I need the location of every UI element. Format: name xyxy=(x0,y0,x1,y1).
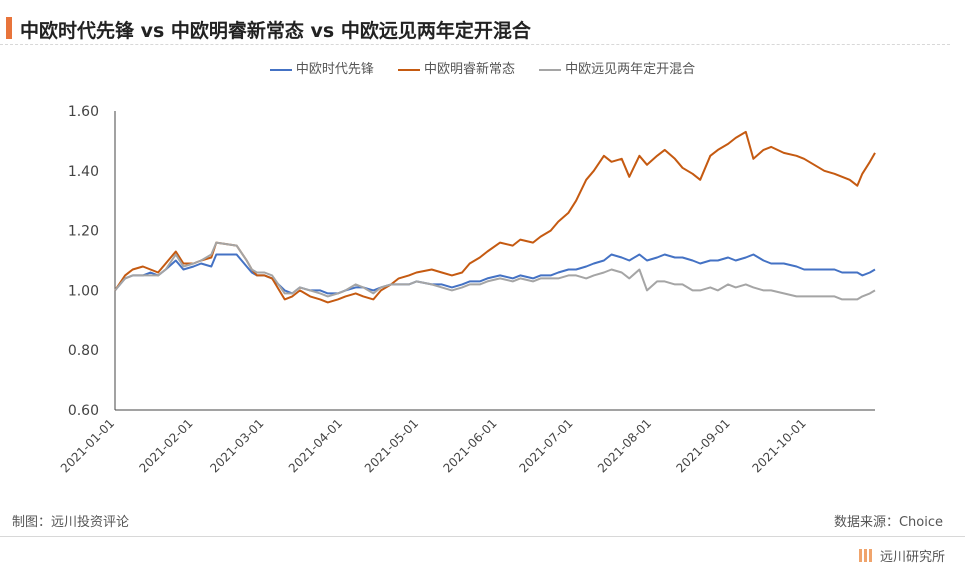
title-divider xyxy=(0,44,950,45)
title-bar: 中欧时代先锋 vs 中欧明睿新常态 vs 中欧远见两年定开混合 xyxy=(0,10,965,42)
brand-logo-icon xyxy=(858,549,874,566)
series-line-3 xyxy=(114,241,876,301)
x-tick-label: 2021-07-01 xyxy=(516,416,575,475)
x-tick-label: 2021-01-01 xyxy=(58,416,117,475)
y-tick-label: 1.20 xyxy=(68,224,99,240)
legend-item-2: 中欧明睿新常态 xyxy=(397,58,515,77)
data-source: 数据来源：Choice xyxy=(833,515,943,530)
legend-label-1: 中欧时代先锋 xyxy=(295,62,374,77)
y-tick-label: 0.80 xyxy=(68,343,99,359)
chart-title: 中欧时代先锋 vs 中欧明睿新常态 vs 中欧远见两年定开混合 xyxy=(20,20,531,42)
x-tick-label: 2021-06-01 xyxy=(440,416,499,475)
title-accent-bar xyxy=(6,17,12,39)
legend-item-1: 中欧时代先锋 xyxy=(269,58,374,77)
footer-divider xyxy=(0,536,965,537)
legend-item-3: 中欧远见两年定开混合 xyxy=(539,58,695,77)
legend-swatch-3 xyxy=(539,68,562,71)
legend-swatch-1 xyxy=(269,68,292,71)
x-tick-label: 2021-04-01 xyxy=(286,416,345,475)
y-tick-label: 1.60 xyxy=(68,104,99,120)
legend-label-3: 中欧远见两年定开混合 xyxy=(565,62,696,77)
x-tick-label: 2021-05-01 xyxy=(362,416,421,475)
series-line-1 xyxy=(114,253,876,295)
x-tick-label: 2021-09-01 xyxy=(674,416,733,475)
x-tick-label: 2021-03-01 xyxy=(207,416,266,475)
y-tick-label: 1.00 xyxy=(68,283,99,299)
brand-mark: 远川研究所 xyxy=(858,546,945,566)
chart-legend: 中欧时代先锋 中欧明睿新常态 中欧远见两年定开混合 xyxy=(0,58,965,77)
legend-label-2: 中欧明睿新常态 xyxy=(423,62,515,77)
x-tick-label: 2021-10-01 xyxy=(750,416,809,475)
legend-swatch-2 xyxy=(397,68,420,71)
brand-name: 远川研究所 xyxy=(879,550,945,565)
x-tick-label: 2021-02-01 xyxy=(136,416,195,475)
chart-credit: 制图：远川投资评论 xyxy=(12,515,130,530)
y-tick-label: 1.40 xyxy=(68,164,99,180)
x-tick-label: 2021-08-01 xyxy=(595,416,654,475)
y-tick-label: 0.60 xyxy=(68,403,99,419)
